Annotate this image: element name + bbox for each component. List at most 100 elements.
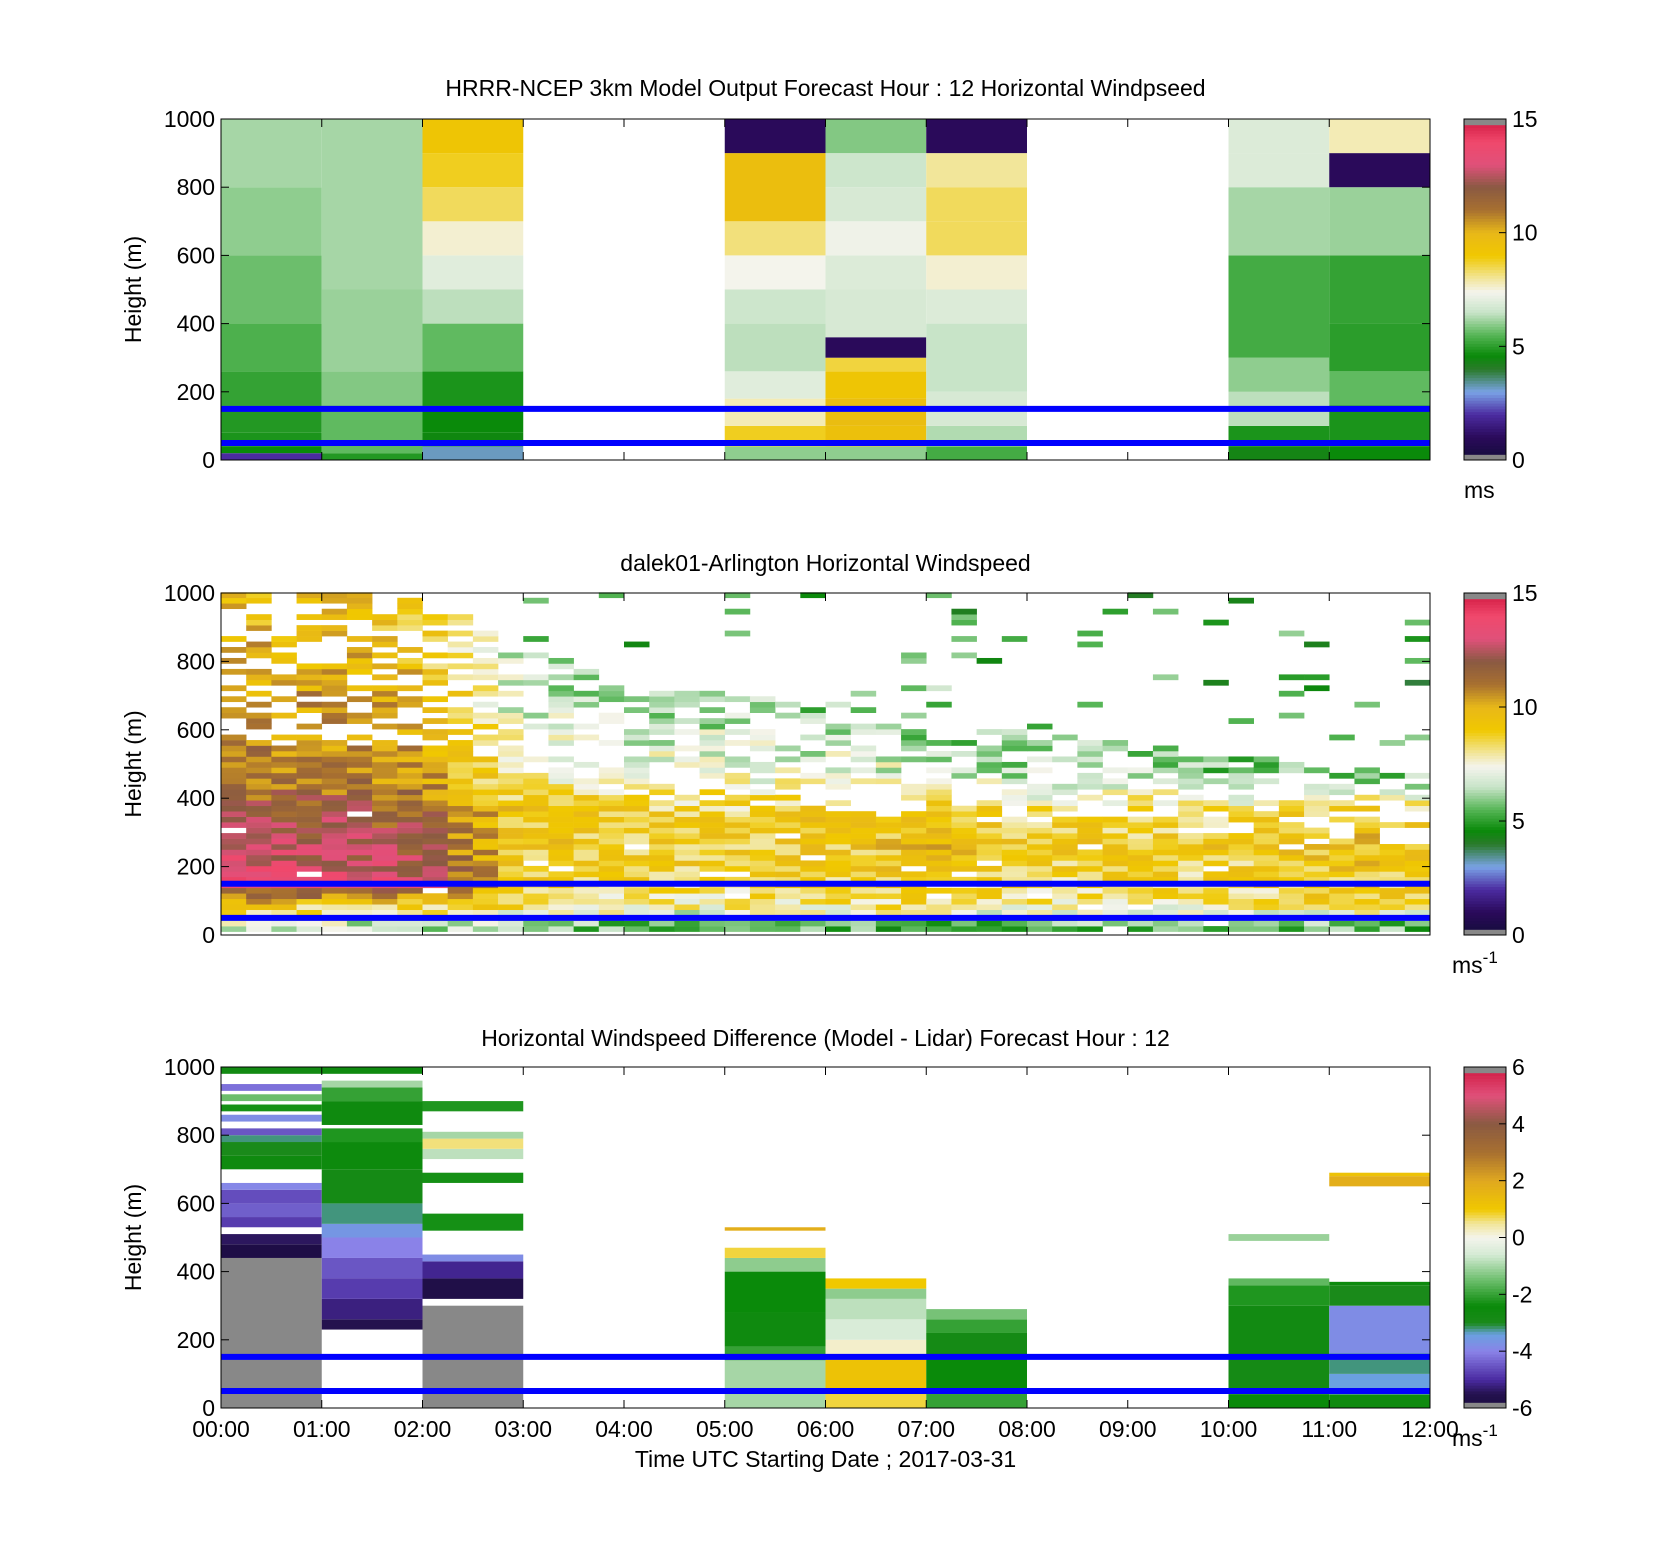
heatmap-cell — [246, 647, 272, 653]
heatmap-cell — [246, 652, 272, 659]
heatmap-cell — [1178, 833, 1204, 839]
heatmap-cell — [699, 893, 726, 900]
colorbar-segment — [1464, 644, 1506, 648]
heatmap-cell — [498, 778, 524, 785]
heatmap-cell — [296, 844, 323, 850]
colorbar-segment — [1464, 255, 1506, 259]
colorbar-segment — [1464, 272, 1506, 276]
heatmap-cell — [1228, 1234, 1330, 1241]
heatmap-cell — [1052, 838, 1078, 845]
heatmap-cell — [422, 1172, 524, 1183]
colorbar-segment — [1464, 266, 1506, 271]
colorbar-segment — [1464, 1385, 1506, 1389]
colorbar-segment — [1464, 1274, 1506, 1278]
heatmap-cell — [321, 827, 348, 834]
colorbar-segment — [1464, 388, 1506, 393]
colorbar-segment — [1464, 1382, 1506, 1386]
heatmap-cell — [1052, 734, 1078, 741]
heatmap-cell — [1404, 887, 1431, 894]
heatmap-cell — [472, 685, 499, 692]
heatmap-cell — [1102, 778, 1129, 785]
heatmap-cell — [901, 926, 927, 932]
heatmap-cell — [1278, 630, 1305, 637]
heatmap-cell — [296, 794, 323, 801]
heatmap-cell — [246, 789, 272, 796]
heatmap-cell — [1127, 816, 1154, 823]
colorbar-segment — [1464, 207, 1506, 211]
heatmap-cell — [472, 690, 499, 697]
heatmap-cell — [523, 789, 549, 796]
heatmap-cell — [498, 800, 524, 807]
heatmap-cell — [1077, 865, 1103, 872]
heatmap-cell — [271, 860, 297, 867]
heatmap-cell — [296, 597, 323, 604]
heatmap-cell — [372, 904, 398, 910]
heatmap-cell — [246, 805, 272, 812]
heatmap-cell — [598, 876, 625, 883]
colorbar-segment — [1464, 795, 1506, 799]
heatmap-cell — [901, 734, 927, 741]
heatmap-cell — [1354, 822, 1380, 828]
heatmap-cell — [951, 898, 977, 905]
heatmap-cell — [422, 794, 448, 801]
heatmap-cell — [850, 778, 877, 785]
colorbar-segment — [1464, 1240, 1506, 1244]
heatmap-cell — [1001, 761, 1028, 768]
heatmap-cell — [850, 729, 877, 735]
heatmap-cell — [498, 734, 524, 741]
heatmap-cell — [926, 255, 1027, 290]
colorbar-segment — [1464, 1328, 1506, 1332]
heatmap-cell — [901, 860, 927, 867]
heatmap-cell — [674, 854, 700, 861]
colorbar-segment — [1464, 724, 1506, 728]
heatmap-cell — [1253, 811, 1280, 817]
colorbar-segment — [1464, 1220, 1506, 1224]
heatmap-cell — [246, 614, 272, 620]
heatmap-cell — [624, 767, 650, 774]
heatmap-cell — [624, 641, 650, 648]
heatmap-cell — [1178, 800, 1204, 807]
heatmap-cell — [523, 827, 549, 834]
colorbar-segment — [1464, 632, 1506, 637]
heatmap-cell — [926, 898, 952, 905]
heatmap-cell — [1253, 778, 1280, 785]
heatmap-cell — [548, 663, 574, 670]
heatmap-cell — [221, 811, 247, 817]
heatmap-cell — [548, 734, 574, 741]
colorbar-segment — [1464, 1211, 1506, 1216]
heatmap-cell — [1329, 1394, 1430, 1408]
colorbar-segment — [1464, 1172, 1506, 1176]
heatmap-cell — [523, 876, 549, 883]
heatmap-cell — [397, 608, 423, 615]
heatmap-cell — [1102, 920, 1129, 927]
heatmap-cell — [724, 696, 751, 703]
heatmap-cell — [1152, 865, 1179, 872]
heatmap-cell — [1001, 816, 1028, 823]
heatmap-cell — [422, 751, 448, 757]
heatmap-cell — [246, 898, 272, 905]
heatmap-cell — [1379, 844, 1406, 850]
heatmap-cell — [221, 657, 247, 664]
heatmap-cell — [498, 849, 524, 856]
heatmap-cell — [775, 854, 801, 861]
colorbar-segment — [1464, 261, 1506, 265]
colorbar-segment — [1464, 829, 1506, 833]
colorbar-segment — [1464, 650, 1506, 654]
heatmap-cell — [221, 1067, 322, 1074]
colorbar-segment — [1464, 895, 1506, 899]
heatmap-cell — [1329, 849, 1355, 856]
heatmap-cell — [1127, 838, 1154, 845]
heatmap-cell — [1052, 860, 1078, 867]
heatmap-cell — [1228, 446, 1330, 460]
heatmap-cell — [472, 800, 499, 807]
heatmap-cell — [1203, 844, 1229, 850]
heatmap-cell — [926, 153, 1027, 188]
heatmap-cell — [1379, 909, 1406, 916]
heatmap-cell — [221, 1114, 322, 1122]
heatmap-cell — [246, 756, 272, 763]
heatmap-cell — [1278, 893, 1305, 900]
heatmap-cell — [775, 876, 801, 883]
heatmap-cell — [346, 608, 373, 615]
colorbar-segment — [1464, 806, 1506, 811]
colorbar-segment — [1464, 1095, 1506, 1099]
